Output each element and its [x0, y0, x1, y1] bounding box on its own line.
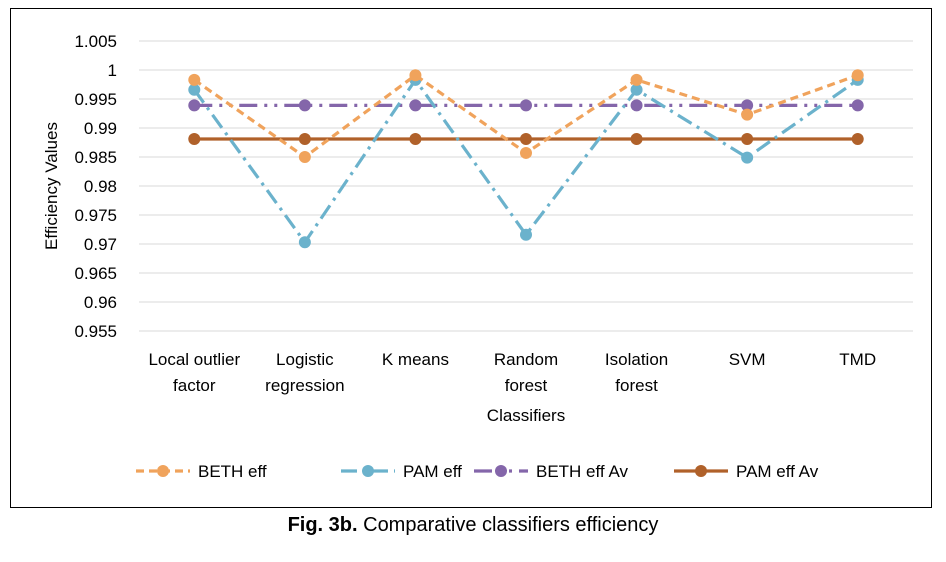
data-point: [851, 99, 864, 112]
legend-label: PAM eff Av: [736, 462, 819, 481]
data-point: [520, 133, 532, 146]
data-point: [188, 99, 201, 112]
legend-swatch-marker: [495, 465, 507, 477]
x-tick-label: Random: [494, 350, 558, 369]
y-tick-labels: 0.955 0.96 0.965 0.97 0.975 0.98 0.985 0.99 0.99…: [74, 32, 117, 341]
legend-item: BETH eff: [136, 462, 267, 481]
y-axis-title: Efficiency Values: [42, 122, 61, 250]
series-beth-eff: [188, 69, 864, 163]
data-point: [851, 133, 864, 146]
y-tick-label: 1.005: [74, 32, 117, 51]
y-tick-label: 0.975: [74, 206, 117, 225]
data-point: [409, 99, 422, 112]
x-axis-title: Classifiers: [487, 406, 565, 425]
legend: BETH eff PAM eff BETH eff Av PAM eff Av: [136, 462, 819, 481]
x-tick-label: factor: [173, 376, 216, 395]
legend-swatch-marker: [695, 465, 707, 477]
line-chart: 0.955 0.96 0.965 0.97 0.975 0.98 0.985 0.99 0.99…: [42, 32, 913, 481]
data-point: [298, 133, 311, 146]
y-tick-label: 0.98: [84, 177, 117, 196]
x-tick-labels: Local outlier factor Logistic regression K m…: [148, 350, 876, 395]
y-tick-label: 0.995: [74, 90, 117, 109]
data-point: [520, 228, 532, 241]
data-point: [188, 73, 201, 86]
x-tick-label: TMD: [839, 350, 876, 369]
data-point: [409, 133, 422, 146]
x-tick-label: Isolation: [605, 350, 668, 369]
x-tick-label: Local outlier: [148, 350, 240, 369]
x-tick-label: forest: [615, 376, 658, 395]
y-tick-label: 1: [108, 61, 117, 80]
legend-item: BETH eff Av: [474, 462, 628, 481]
chart-frame: 0.955 0.96 0.965 0.97 0.975 0.98 0.985 0.99 0.99…: [10, 8, 932, 508]
legend-label: PAM eff: [403, 462, 462, 481]
data-point: [520, 99, 532, 112]
x-tick-label: SVM: [729, 350, 766, 369]
y-tick-label: 0.955: [74, 322, 117, 341]
y-tick-label: 0.965: [74, 264, 117, 283]
data-point: [298, 236, 311, 249]
data-point: [520, 146, 532, 159]
legend-item: PAM eff Av: [674, 462, 819, 481]
legend-swatch-marker: [157, 465, 169, 477]
series-beth-eff-av: [188, 99, 864, 112]
data-point: [741, 108, 754, 121]
legend-item: PAM eff: [341, 462, 462, 481]
legend-swatch-marker: [362, 465, 374, 477]
x-tick-label: regression: [265, 376, 344, 395]
y-tick-label: 0.96: [84, 293, 117, 312]
data-point: [298, 99, 311, 112]
series-lines: [188, 69, 864, 249]
data-point: [851, 69, 864, 82]
data-point: [741, 133, 754, 146]
data-point: [741, 99, 754, 112]
gridlines: [139, 40, 913, 332]
series-pam-eff-av: [188, 133, 864, 146]
x-tick-label: forest: [505, 376, 548, 395]
data-point: [630, 133, 643, 146]
data-point: [630, 73, 643, 86]
y-tick-label: 0.99: [84, 119, 117, 138]
data-point: [630, 83, 643, 96]
caption-label: Fig. 3b.: [287, 514, 358, 536]
data-point: [741, 151, 754, 164]
caption-text: Comparative classifiers efficiency: [357, 514, 659, 536]
legend-label: BETH eff: [198, 462, 267, 481]
x-tick-label: K means: [382, 350, 449, 369]
x-tick-label: Logistic: [276, 350, 334, 369]
data-point: [409, 69, 422, 82]
y-tick-label: 0.985: [74, 148, 117, 167]
data-point: [188, 83, 201, 96]
data-point: [298, 151, 311, 163]
legend-label: BETH eff Av: [536, 462, 628, 481]
data-point: [630, 99, 643, 112]
y-tick-label: 0.97: [84, 235, 117, 254]
figure-caption: Fig. 3b. Comparative classifiers efficie…: [0, 514, 946, 537]
data-point: [188, 133, 201, 146]
